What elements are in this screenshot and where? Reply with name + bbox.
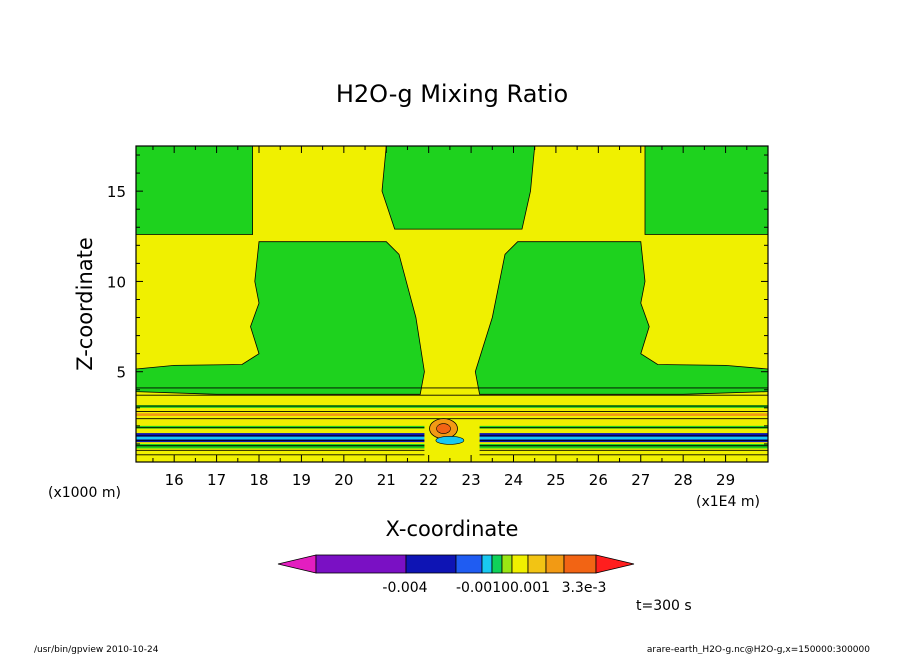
y-axis-label: Z-coordinate <box>73 237 97 371</box>
x-tick-label: 26 <box>589 471 608 489</box>
colorbar <box>277 554 635 574</box>
x-tick-label: 16 <box>165 471 184 489</box>
x-axis-unit: (x1E4 m) <box>696 494 760 510</box>
x-tick-label: 18 <box>249 471 268 489</box>
x-tick-label: 25 <box>546 471 565 489</box>
y-axis-unit: (x1000 m) <box>48 485 121 501</box>
colorbar-segment <box>481 554 493 574</box>
plot-area: 16 17 18 19 20 21 22 23 24 25 26 27 28 29 5 10 15 <box>107 145 769 489</box>
colorbar-segment <box>405 554 457 574</box>
x-tick-label: 29 <box>716 471 735 489</box>
colorbar-segment <box>545 554 565 574</box>
green-region-top-center <box>381 145 536 230</box>
colorbar-segment <box>501 554 513 574</box>
colorbar-label: -0.0010 <box>456 580 510 596</box>
colorbar-label: 0.001 <box>510 580 550 596</box>
x-axis-label: X-coordinate <box>386 517 519 541</box>
green-region-lower-right <box>474 241 769 395</box>
x-tick-label: 24 <box>504 471 523 489</box>
plot-frame <box>135 145 769 463</box>
time-label: t=300 s <box>636 598 692 614</box>
green-region-top-right <box>644 145 769 235</box>
colorbar-segment <box>491 554 503 574</box>
x-tick-label: 21 <box>377 471 396 489</box>
footer-left: /usr/bin/gpview 2010-10-24 <box>34 645 159 654</box>
colorbar-segment <box>315 554 407 574</box>
colorbar-triangle-right <box>595 554 635 574</box>
y-tick-label: 15 <box>107 183 126 201</box>
colorbar-label: -0.004 <box>382 580 427 596</box>
colorbar-segment <box>563 554 597 574</box>
colorbar-labels: -0.004 -0.0010 0.001 3.3e-3 <box>382 580 606 596</box>
green-region-top-left <box>135 145 254 235</box>
x-tick-label: 17 <box>207 471 226 489</box>
y-tick-label: 10 <box>107 273 126 291</box>
y-tick-label: 5 <box>116 364 126 382</box>
colorbar-segment <box>527 554 547 574</box>
central-cold-blob <box>435 436 465 445</box>
central-warm-core <box>436 423 451 434</box>
x-tick-label: 22 <box>419 471 438 489</box>
green-region-lower-left <box>135 241 425 395</box>
contour-field <box>135 145 769 459</box>
colorbar-segment <box>455 554 483 574</box>
colorbar-segment <box>511 554 529 574</box>
contour-band <box>136 413 768 416</box>
chart-title: H2O-g Mixing Ratio <box>336 80 568 108</box>
colorbar-triangle-left <box>277 554 317 574</box>
x-tick-label: 19 <box>292 471 311 489</box>
axis-ticks: 16 17 18 19 20 21 22 23 24 25 26 27 28 29 5 10 15 <box>107 146 768 489</box>
footer-right: arare-earth_H2O-g.nc@H2O-g,x=150000:3000… <box>647 645 870 654</box>
x-tick-label: 20 <box>334 471 353 489</box>
x-tick-label: 27 <box>631 471 650 489</box>
x-tick-label: 23 <box>462 471 481 489</box>
colorbar-label: 3.3e-3 <box>562 580 607 596</box>
x-tick-label: 28 <box>674 471 693 489</box>
contour-band <box>136 405 768 408</box>
